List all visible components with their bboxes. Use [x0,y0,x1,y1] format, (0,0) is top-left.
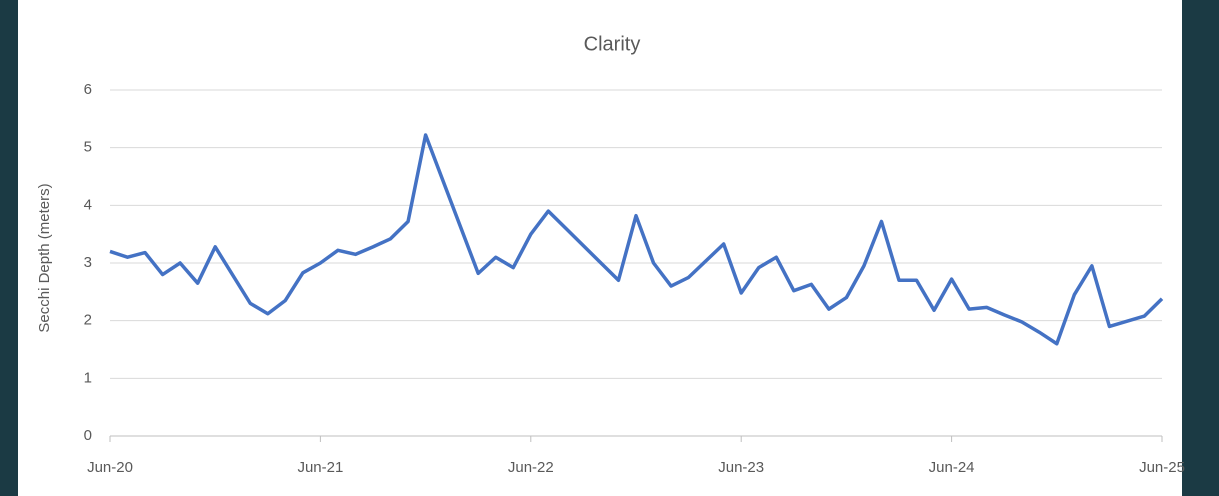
x-tick-label: Jun-24 [929,459,975,476]
y-tick-label: 5 [84,139,92,156]
data-line [109,133,1164,346]
y-tick-label: 6 [84,81,92,98]
y-tick-label: 2 [84,312,92,329]
y-tick-label: 1 [84,369,92,386]
x-tick-label: Jun-20 [87,459,133,476]
y-tick-label: 3 [84,254,92,271]
x-tick-label: Jun-22 [508,459,554,476]
y-tick-label: 4 [84,196,92,213]
chart-panel [18,0,1182,496]
y-axis-label: Secchi Depth (meters) [36,183,53,332]
x-tick-label: Jun-21 [297,459,343,476]
x-tick-label: Jun-23 [718,459,764,476]
chart-title: Clarity [584,33,641,55]
x-tick-label: Jun-25 [1139,459,1185,476]
y-tick-label: 0 [84,427,92,444]
